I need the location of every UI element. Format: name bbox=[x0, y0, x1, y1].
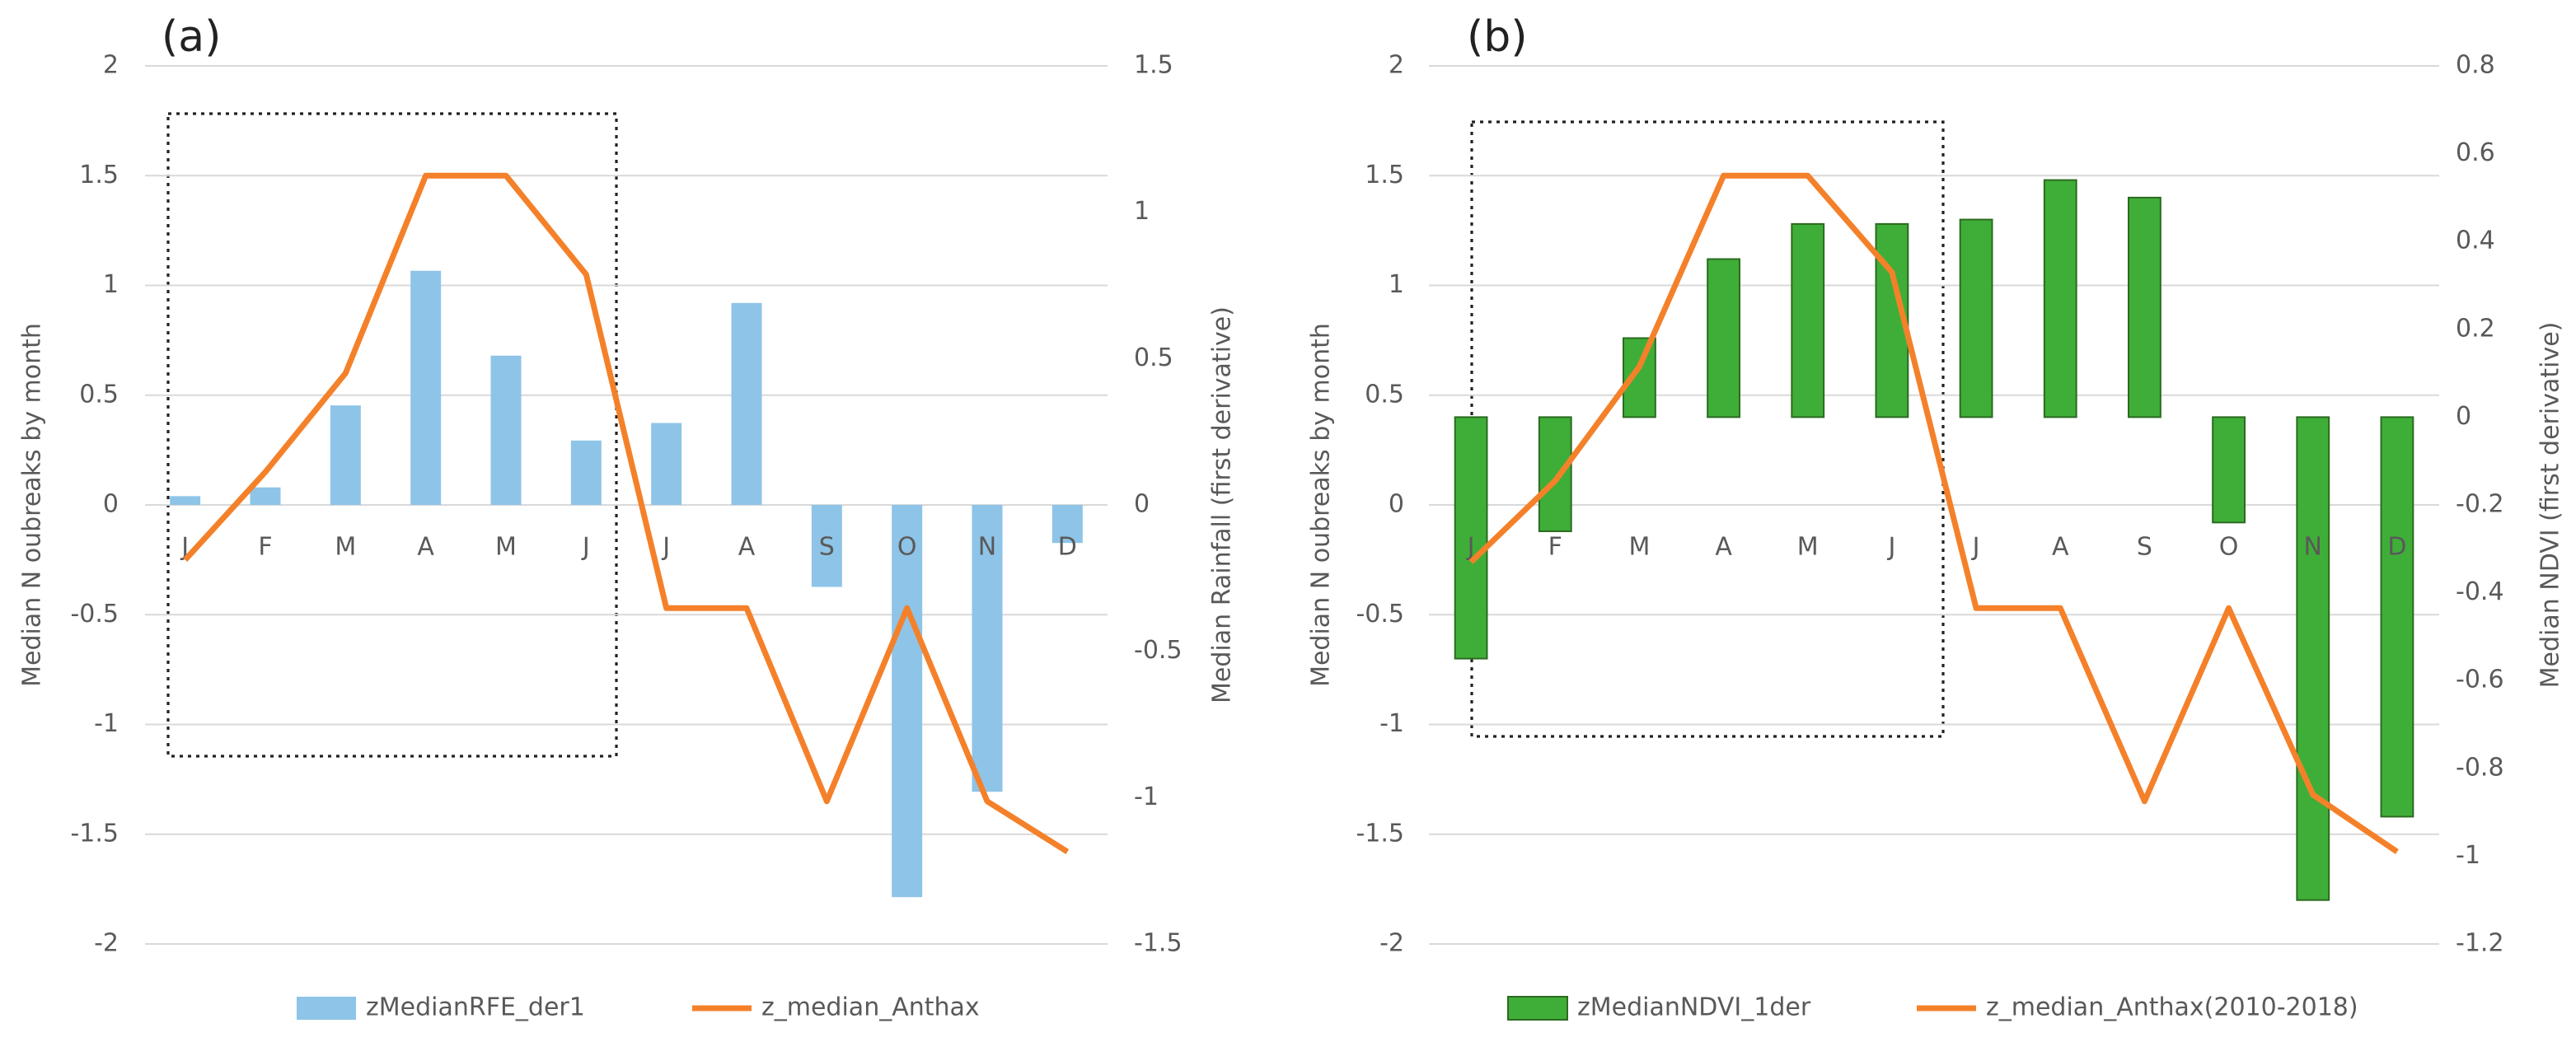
x-tick-label: M bbox=[1628, 533, 1650, 562]
y-tick-label: 1 bbox=[1389, 270, 1404, 299]
y-tick-label: -0.5 bbox=[1356, 600, 1404, 628]
x-tick-label: J bbox=[581, 533, 590, 562]
panel-label: (a) bbox=[162, 12, 221, 62]
y2-tick-label: -0.4 bbox=[2456, 577, 2504, 606]
y2-tick-label: 1.5 bbox=[1134, 51, 1173, 80]
bar bbox=[1538, 416, 1572, 532]
x-tick-label: J bbox=[661, 533, 670, 562]
bar bbox=[570, 440, 602, 505]
bar bbox=[892, 505, 923, 898]
y-axis-title: Median N oubreaks by month bbox=[18, 323, 47, 687]
y2-tick-label: -1 bbox=[2456, 841, 2480, 870]
y2-tick-label: -0.2 bbox=[2456, 490, 2504, 519]
legend-label: z_median_Anthax(2010-2018) bbox=[1986, 993, 2358, 1022]
bar bbox=[2380, 416, 2414, 818]
x-tick-label: M bbox=[335, 533, 356, 562]
line bbox=[183, 172, 1070, 855]
y2-tick-label: -0.5 bbox=[1134, 636, 1183, 665]
x-tick-label: N bbox=[2304, 533, 2322, 562]
bar bbox=[1454, 416, 1488, 660]
x-tick-label: O bbox=[2219, 533, 2239, 562]
y2-tick-label: -1 bbox=[1134, 783, 1159, 811]
y-tick-label: -0.5 bbox=[70, 600, 119, 628]
x-tick-label: A bbox=[738, 533, 756, 562]
y2-axis-title: Median Rainfall (first derivative) bbox=[1208, 306, 1237, 703]
legend-swatch bbox=[1507, 996, 1568, 1021]
bar bbox=[410, 270, 442, 505]
x-tick-label: A bbox=[2052, 533, 2069, 562]
panel-label: (b) bbox=[1467, 12, 1528, 62]
y2-tick-label: -0.6 bbox=[2456, 666, 2504, 694]
y-tick-label: 1.5 bbox=[1365, 161, 1404, 189]
legend-label: z_median_Anthax bbox=[761, 993, 980, 1022]
y2-tick-label: -1.2 bbox=[2456, 929, 2504, 958]
x-tick-label: J bbox=[1971, 533, 1980, 562]
x-tick-label: M bbox=[495, 533, 517, 562]
x-tick-label: J bbox=[1886, 533, 1895, 562]
y-tick-label: 0.5 bbox=[1365, 380, 1404, 409]
x-tick-label: S bbox=[819, 533, 835, 562]
line bbox=[1468, 172, 2399, 854]
bar bbox=[811, 505, 842, 587]
x-tick-label: M bbox=[1797, 533, 1819, 562]
bar bbox=[2212, 416, 2246, 524]
bar bbox=[2296, 416, 2330, 901]
y2-axis-title: Median NDVI (first derivative) bbox=[2536, 322, 2565, 689]
y-tick-label: 2 bbox=[103, 51, 119, 80]
y-tick-label: -1.5 bbox=[70, 819, 119, 848]
y2-tick-label: 0.8 bbox=[2456, 51, 2495, 80]
y2-tick-label: 0 bbox=[1134, 490, 1150, 519]
y-tick-label: 0 bbox=[103, 490, 119, 519]
x-tick-label: D bbox=[1058, 533, 1077, 562]
y-tick-label: -1 bbox=[94, 709, 119, 738]
bar bbox=[731, 302, 762, 505]
bar bbox=[2128, 196, 2161, 418]
y-tick-label: 0 bbox=[1389, 490, 1404, 519]
x-tick-label: F bbox=[1548, 533, 1562, 562]
bar bbox=[972, 505, 1003, 792]
y-axis-title: Median N oubreaks by month bbox=[1307, 323, 1336, 687]
x-tick-label: S bbox=[2137, 533, 2152, 562]
y-tick-label: 0.5 bbox=[79, 380, 119, 409]
y-tick-label: -2 bbox=[94, 929, 119, 958]
legend-swatch bbox=[297, 997, 356, 1020]
y2-tick-label: 0.2 bbox=[2456, 314, 2495, 343]
x-tick-label: J bbox=[180, 533, 189, 562]
bar bbox=[1791, 222, 1825, 418]
bar bbox=[330, 405, 361, 505]
x-tick-label: N bbox=[978, 533, 996, 562]
y-tick-label: 1.5 bbox=[79, 161, 119, 189]
y-tick-label: 1 bbox=[103, 270, 119, 299]
x-tick-label: D bbox=[2387, 533, 2406, 562]
x-tick-label: A bbox=[1715, 533, 1732, 562]
bar bbox=[651, 423, 682, 505]
y-tick-label: -1.5 bbox=[1356, 819, 1404, 848]
legend-label: zMedianNDVI_1der bbox=[1577, 993, 1811, 1022]
y2-tick-label: 0 bbox=[2456, 402, 2471, 431]
y2-tick-label: 1 bbox=[1134, 197, 1150, 226]
y2-tick-label: 0.4 bbox=[2456, 227, 2495, 255]
bar bbox=[2043, 179, 2077, 418]
legend-label: zMedianRFE_der1 bbox=[366, 993, 585, 1022]
y2-tick-label: 0.6 bbox=[2456, 138, 2495, 167]
bar bbox=[1051, 505, 1083, 544]
x-tick-label: J bbox=[1466, 533, 1475, 562]
bar bbox=[1707, 258, 1740, 418]
bar bbox=[1959, 218, 1993, 418]
y-tick-label: -1 bbox=[1379, 709, 1404, 738]
bar bbox=[170, 496, 201, 505]
x-tick-label: A bbox=[417, 533, 434, 562]
x-tick-label: O bbox=[897, 533, 917, 562]
bar bbox=[250, 487, 281, 505]
y2-tick-label: -0.8 bbox=[2456, 753, 2504, 782]
x-tick-label: F bbox=[258, 533, 272, 562]
highlight-box bbox=[166, 112, 618, 758]
y2-tick-label: -1.5 bbox=[1134, 929, 1183, 958]
bar bbox=[490, 355, 522, 505]
y-tick-label: -2 bbox=[1379, 929, 1404, 958]
y-tick-label: 2 bbox=[1389, 51, 1404, 80]
y2-tick-label: 0.5 bbox=[1134, 343, 1173, 372]
